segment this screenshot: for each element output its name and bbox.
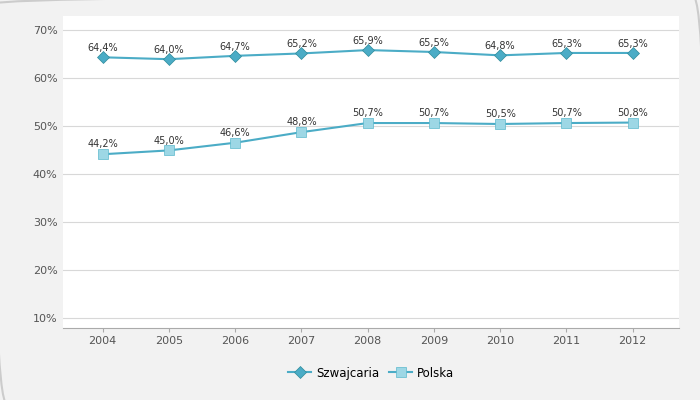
Polska [363, 121, 372, 126]
Line: Szwajcaria: Szwajcaria [99, 46, 637, 63]
Text: 64,4%: 64,4% [88, 43, 118, 53]
Szwajcaria [231, 54, 239, 58]
Text: 46,6%: 46,6% [220, 128, 251, 138]
Text: 48,8%: 48,8% [286, 117, 317, 127]
Text: 64,7%: 64,7% [220, 42, 251, 52]
Szwajcaria [298, 51, 306, 56]
Polska [99, 152, 107, 157]
Polska [231, 140, 239, 145]
Text: 50,8%: 50,8% [617, 108, 648, 118]
Text: 64,0%: 64,0% [154, 45, 184, 55]
Szwajcaria [496, 53, 505, 58]
Szwajcaria [562, 50, 570, 55]
Szwajcaria [629, 50, 637, 55]
Szwajcaria [363, 48, 372, 52]
Polska [496, 122, 505, 126]
Text: 44,2%: 44,2% [88, 140, 118, 150]
Polska [430, 121, 438, 126]
Szwajcaria [164, 57, 173, 62]
Szwajcaria [430, 50, 438, 54]
Polska [629, 120, 637, 125]
Text: 50,7%: 50,7% [419, 108, 449, 118]
Polska [562, 121, 570, 126]
Polska [298, 130, 306, 134]
Legend: Szwajcaria, Polska: Szwajcaria, Polska [283, 362, 459, 384]
Szwajcaria [99, 55, 107, 60]
Text: 65,2%: 65,2% [286, 39, 317, 49]
Text: 65,3%: 65,3% [551, 39, 582, 49]
Text: 50,7%: 50,7% [551, 108, 582, 118]
Polska [164, 148, 173, 153]
Text: 50,7%: 50,7% [352, 108, 383, 118]
Text: 64,8%: 64,8% [485, 41, 515, 51]
Text: 65,9%: 65,9% [352, 36, 383, 46]
Line: Polska: Polska [98, 118, 638, 159]
Text: 65,5%: 65,5% [419, 38, 449, 48]
Text: 45,0%: 45,0% [153, 136, 184, 146]
Text: 50,5%: 50,5% [484, 109, 516, 119]
Text: 65,3%: 65,3% [617, 39, 648, 49]
